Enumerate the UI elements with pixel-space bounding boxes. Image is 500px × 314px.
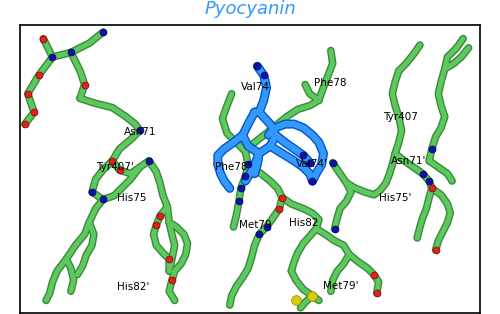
Text: Tyr407: Tyr407 [383, 112, 418, 122]
Text: Phe78: Phe78 [314, 78, 347, 88]
Text: Met79: Met79 [239, 220, 272, 230]
Text: His75: His75 [117, 192, 146, 203]
Text: His82: His82 [288, 218, 318, 228]
Text: Val74': Val74' [296, 160, 328, 170]
Text: Phe78': Phe78' [215, 162, 250, 172]
Text: Met79': Met79' [324, 281, 359, 291]
Text: Pyocyanin: Pyocyanin [204, 0, 296, 18]
Text: Asn71': Asn71' [390, 156, 426, 166]
Text: His75': His75' [378, 192, 411, 203]
Text: Tyr407': Tyr407' [96, 162, 134, 172]
Text: Asn71: Asn71 [124, 127, 156, 137]
Text: His82': His82' [117, 282, 149, 292]
Text: Val74: Val74 [241, 82, 270, 92]
